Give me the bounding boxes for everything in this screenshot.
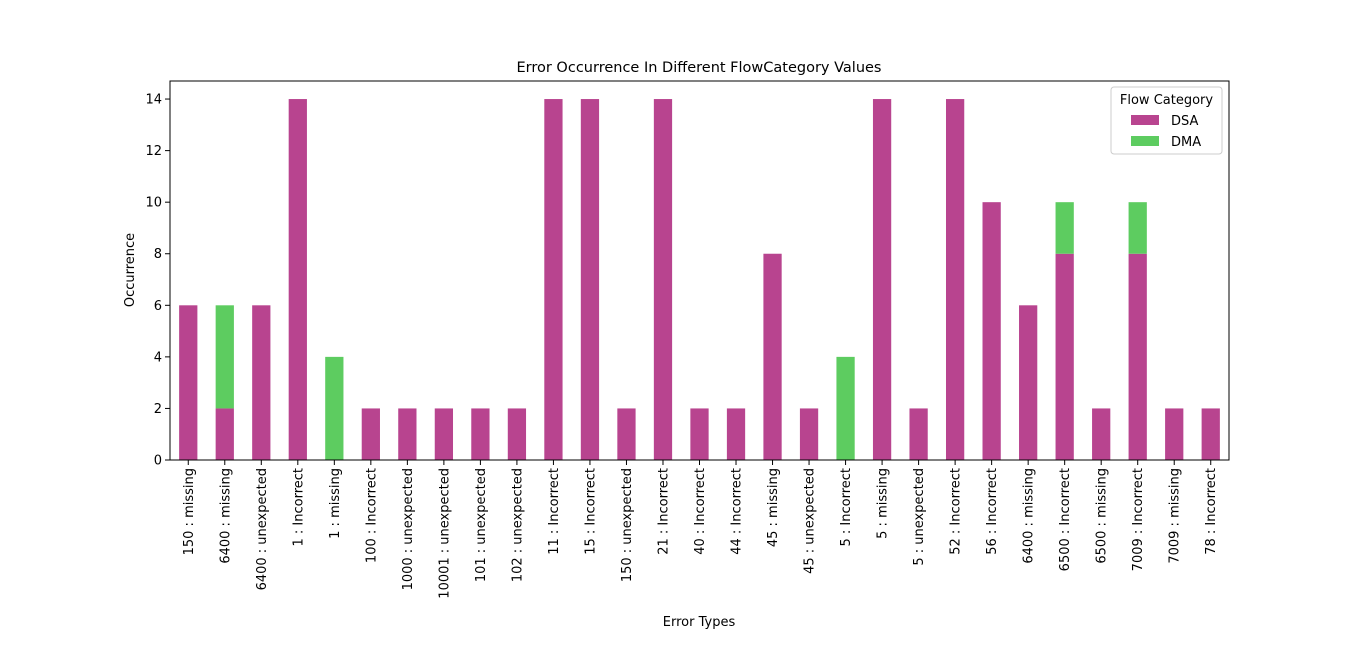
x-tick-label: 56 : Incorrect — [985, 468, 1000, 555]
x-tick-label: 21 : Incorrect — [656, 468, 671, 555]
y-tick-label: 0 — [154, 454, 162, 469]
bar-dsa-6 — [398, 408, 417, 460]
bar-dma-18 — [836, 356, 855, 460]
bar-dma-24 — [1055, 202, 1074, 254]
x-tick-label: 5 : unexpected — [912, 468, 927, 566]
legend: Flow Category DSA DMA — [1110, 86, 1223, 155]
bar-dsa-15 — [726, 408, 746, 460]
chart-title: Error Occurrence In Different FlowCatego… — [516, 60, 881, 76]
bar-dsa-19 — [872, 99, 892, 461]
x-tick-label: 5 : missing — [876, 468, 891, 539]
bar-dsa-8 — [471, 408, 490, 460]
x-tick-label: 78 : Incorrect — [1204, 468, 1219, 555]
bar-dsa-0 — [179, 305, 198, 460]
bar-dsa-26 — [1128, 253, 1147, 460]
bar-dma-4 — [325, 356, 344, 460]
y-axis-label: Occurrence — [123, 233, 138, 307]
bar-dsa-9 — [507, 408, 527, 460]
x-tick-label: 44 : Incorrect — [730, 468, 745, 555]
bar-dsa-3 — [288, 99, 307, 461]
legend-title: Flow Category — [1120, 93, 1213, 108]
x-tick-label: 102 : unexpected — [510, 468, 525, 582]
x-tick-label: 45 : missing — [766, 468, 781, 547]
x-tick-label: 101 : unexpected — [474, 468, 489, 582]
y-tick-label: 12 — [145, 144, 162, 159]
bar-dsa-10 — [544, 99, 563, 461]
y-tick-label: 8 — [154, 247, 162, 262]
x-tick-label: 5 : Incorrect — [839, 468, 854, 547]
x-tick-label: 7009 : missing — [1168, 468, 1183, 564]
x-tick-label: 52 : Incorrect — [949, 468, 964, 555]
bar-dsa-16 — [763, 253, 782, 460]
x-tick-label: 1000 : unexpected — [401, 468, 416, 590]
x-tick-label: 150 : missing — [182, 468, 197, 555]
bar-dsa-22 — [982, 202, 1001, 460]
x-tick-label: 6400 : unexpected — [255, 468, 270, 590]
bar-dsa-1 — [215, 408, 234, 460]
bar-dsa-25 — [1092, 408, 1111, 460]
bar-dsa-12 — [617, 408, 636, 460]
bar-dsa-28 — [1201, 408, 1220, 460]
x-tick-label: 15 : Incorrect — [583, 468, 598, 555]
y-tick-label: 10 — [145, 196, 162, 211]
y-tick-label: 6 — [154, 299, 162, 314]
bar-dsa-5 — [361, 408, 380, 460]
bar-dsa-13 — [653, 99, 673, 461]
x-tick-label: 100 : Incorrect — [364, 468, 379, 563]
x-tick-label: 40 : Incorrect — [693, 468, 708, 555]
bar-dma-1 — [215, 305, 234, 409]
legend-swatch-dma — [1131, 136, 1159, 146]
bar-dsa-17 — [799, 408, 819, 460]
bar-dsa-23 — [1019, 305, 1038, 460]
legend-swatch-dsa — [1131, 115, 1159, 125]
x-tick-label: 45 : unexpected — [803, 468, 818, 574]
x-tick-label: 6400 : missing — [218, 468, 233, 564]
x-tick-label: 10001 : unexpected — [437, 468, 452, 599]
x-tick-label: 6500 : Incorrect — [1058, 468, 1073, 571]
bar-dsa-7 — [434, 408, 454, 460]
bar-dsa-20 — [909, 408, 928, 460]
y-tick-label: 14 — [145, 93, 162, 108]
x-tick-label: 150 : unexpected — [620, 468, 635, 582]
x-tick-label: 11 : Incorrect — [547, 468, 562, 555]
bar-dsa-27 — [1165, 408, 1184, 460]
y-tick-label: 4 — [154, 350, 162, 365]
bar-dsa-2 — [252, 305, 271, 460]
bars-group — [179, 99, 1220, 461]
x-tick-label: 1 : missing — [328, 468, 343, 539]
x-axis: 150 : missing 6400 : missing 6400 : unexpe… — [182, 460, 1219, 599]
x-tick-label: 6400 : missing — [1022, 468, 1037, 564]
bar-dsa-11 — [580, 99, 600, 461]
x-tick-label: 1 : Incorrect — [291, 468, 306, 547]
y-tick-label: 2 — [154, 402, 162, 417]
y-axis: 0 2 4 6 8 10 12 14 — [145, 93, 170, 469]
bar-dsa-21 — [945, 99, 965, 461]
bar-dsa-14 — [690, 408, 709, 460]
legend-label-dsa: DSA — [1171, 114, 1199, 129]
bar-dma-26 — [1128, 202, 1147, 254]
x-tick-label: 6500 : missing — [1095, 468, 1110, 564]
x-tick-label: 7009 : Incorrect — [1131, 468, 1146, 571]
x-axis-label: Error Types — [663, 615, 736, 630]
bar-dsa-24 — [1055, 253, 1074, 460]
legend-label-dma: DMA — [1171, 135, 1201, 150]
